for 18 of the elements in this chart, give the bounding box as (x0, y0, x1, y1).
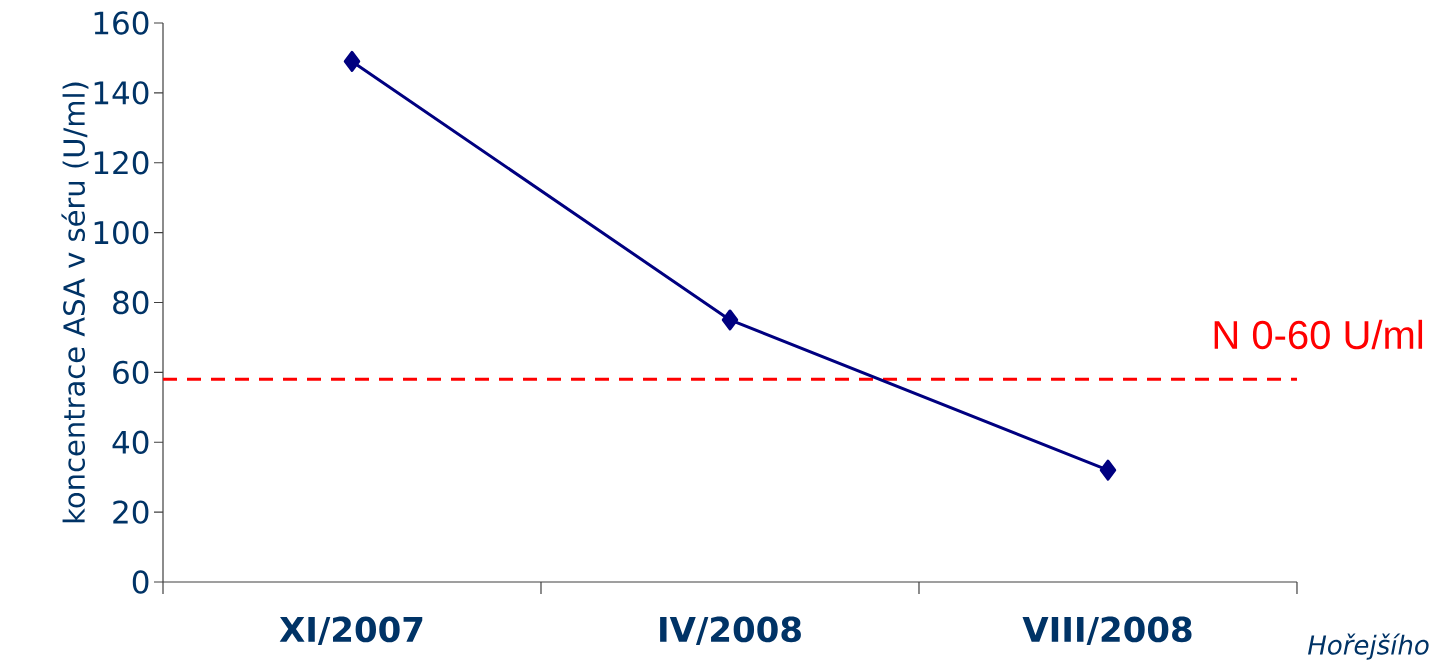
text: Hořejšího (1308, 633, 1429, 660)
y-tick-label: 80 (113, 290, 149, 315)
y-tick-label: 120 (94, 151, 149, 175)
y-tick-label: 20 (113, 500, 149, 524)
point (343, 50, 361, 72)
x-tick-label: VIII/2008 (1022, 616, 1192, 645)
point (1099, 459, 1117, 481)
x-tick-label: IV/2008 (660, 616, 801, 645)
x-tick-label: XI/2007 (279, 616, 423, 645)
y-tick-label: 140 (94, 81, 149, 105)
point (721, 309, 739, 331)
y-tick-label: 40 (112, 430, 149, 454)
y-tick-label: 60 (113, 360, 149, 385)
y-tick-label: 0 (132, 570, 149, 594)
ref-line-label: N 0-60 U/ml (1214, 319, 1423, 350)
y-tick-label: 100 (94, 220, 149, 245)
y-axis-title: koncentrace ASA v séru (U/ml) (61, 82, 89, 523)
y-tick-label: 160 (94, 11, 149, 35)
